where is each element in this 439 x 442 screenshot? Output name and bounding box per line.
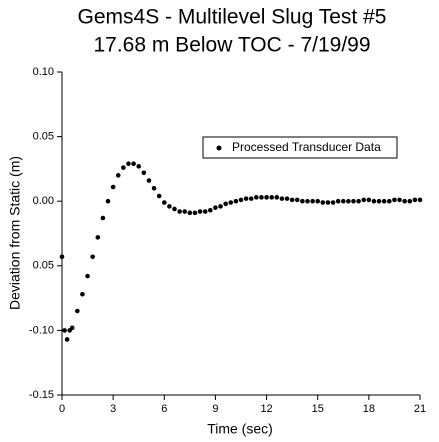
- data-point: [243, 196, 249, 201]
- data-point: [213, 205, 218, 210]
- x-tick-label: 6: [161, 403, 167, 415]
- data-point: [325, 200, 331, 205]
- data-point: [376, 198, 382, 204]
- legend-box: [202, 136, 398, 159]
- data-point: [351, 198, 356, 204]
- data-point: [407, 198, 413, 204]
- data-point: [294, 197, 300, 203]
- x-tick-label: 21: [414, 403, 426, 415]
- data-point: [402, 198, 407, 204]
- x-axis-label: Time (sec): [207, 421, 273, 437]
- legend-label: Processed Transducer Data: [232, 140, 381, 154]
- x-tick-label: 3: [110, 403, 116, 415]
- x-tick-label: 15: [312, 403, 324, 415]
- data-point: [121, 165, 126, 170]
- data-point: [69, 325, 75, 331]
- data-point: [356, 198, 361, 204]
- data-point: [254, 195, 259, 200]
- data-point: [177, 209, 182, 214]
- y-tick-label: 0.10: [33, 66, 54, 78]
- data-point: [192, 210, 198, 216]
- data-point: [340, 198, 346, 204]
- legend-marker: [216, 145, 222, 151]
- y-tick-label: -0.15: [29, 389, 54, 401]
- data-point: [310, 198, 315, 204]
- data-point: [223, 201, 228, 207]
- chart-subtitle: 17.68 m Below TOC - 7/19/99: [93, 34, 370, 57]
- data-point: [156, 193, 162, 199]
- y-tick-label: -0.10: [29, 324, 54, 336]
- data-point: [202, 209, 208, 214]
- data-point: [136, 164, 142, 169]
- data-point: [182, 209, 188, 214]
- data-point: [85, 273, 90, 279]
- data-point: [197, 209, 203, 214]
- data-point: [64, 337, 70, 342]
- data-point: [248, 196, 254, 201]
- data-point: [146, 178, 152, 183]
- data-point: [366, 197, 372, 203]
- data-point: [172, 206, 177, 212]
- data-point: [279, 196, 285, 201]
- data-point: [412, 197, 418, 203]
- data-point: [110, 184, 116, 190]
- data-point: [392, 197, 397, 203]
- data-point: [105, 198, 111, 204]
- data-point: [95, 235, 101, 240]
- y-tick-label: 0.05: [33, 260, 54, 272]
- data-point: [228, 200, 234, 205]
- x-tick-label: 0: [59, 403, 65, 415]
- data-point: [218, 204, 223, 209]
- data-point: [151, 185, 157, 191]
- data-point: [320, 200, 326, 205]
- data-point: [208, 207, 213, 213]
- data-point: [187, 210, 193, 216]
- data-point: [346, 198, 351, 204]
- x-tick-label: 9: [212, 403, 218, 415]
- data-point: [126, 161, 131, 167]
- data-point: [59, 254, 65, 260]
- data-point: [269, 195, 274, 200]
- data-point: [100, 215, 106, 221]
- data-point: [361, 197, 367, 203]
- data-point: [300, 198, 305, 204]
- y-tick-label: 0.00: [33, 195, 54, 207]
- data-point: [289, 197, 295, 203]
- data-point: [397, 197, 402, 203]
- data-point: [381, 198, 387, 204]
- data-point: [115, 173, 121, 178]
- data-point: [80, 291, 85, 297]
- chart-title: Gems4S - Multilevel Slug Test #5: [78, 6, 387, 29]
- data-point: [259, 195, 264, 200]
- data-point: [167, 204, 172, 209]
- data-point: [330, 200, 336, 205]
- data-point: [315, 198, 321, 204]
- data-point: [62, 328, 67, 333]
- data-point: [90, 254, 95, 260]
- data-point: [417, 197, 423, 203]
- data-point: [387, 198, 392, 204]
- data-point: [284, 196, 290, 201]
- data-point: [161, 200, 167, 205]
- data-point: [141, 170, 147, 176]
- x-tick-label: 18: [363, 403, 375, 415]
- data-point: [264, 195, 269, 200]
- data-point: [238, 197, 244, 203]
- data-point: [131, 161, 136, 167]
- data-point: [233, 198, 239, 204]
- data-point: [274, 195, 280, 200]
- y-tick-label: 0.05: [33, 131, 54, 143]
- data-point: [75, 308, 80, 314]
- data-point: [335, 198, 341, 204]
- y-axis-label: Deviation from Static (m): [7, 156, 23, 310]
- x-tick-label: 12: [260, 403, 272, 415]
- data-point: [305, 198, 310, 204]
- data-point: [371, 198, 377, 204]
